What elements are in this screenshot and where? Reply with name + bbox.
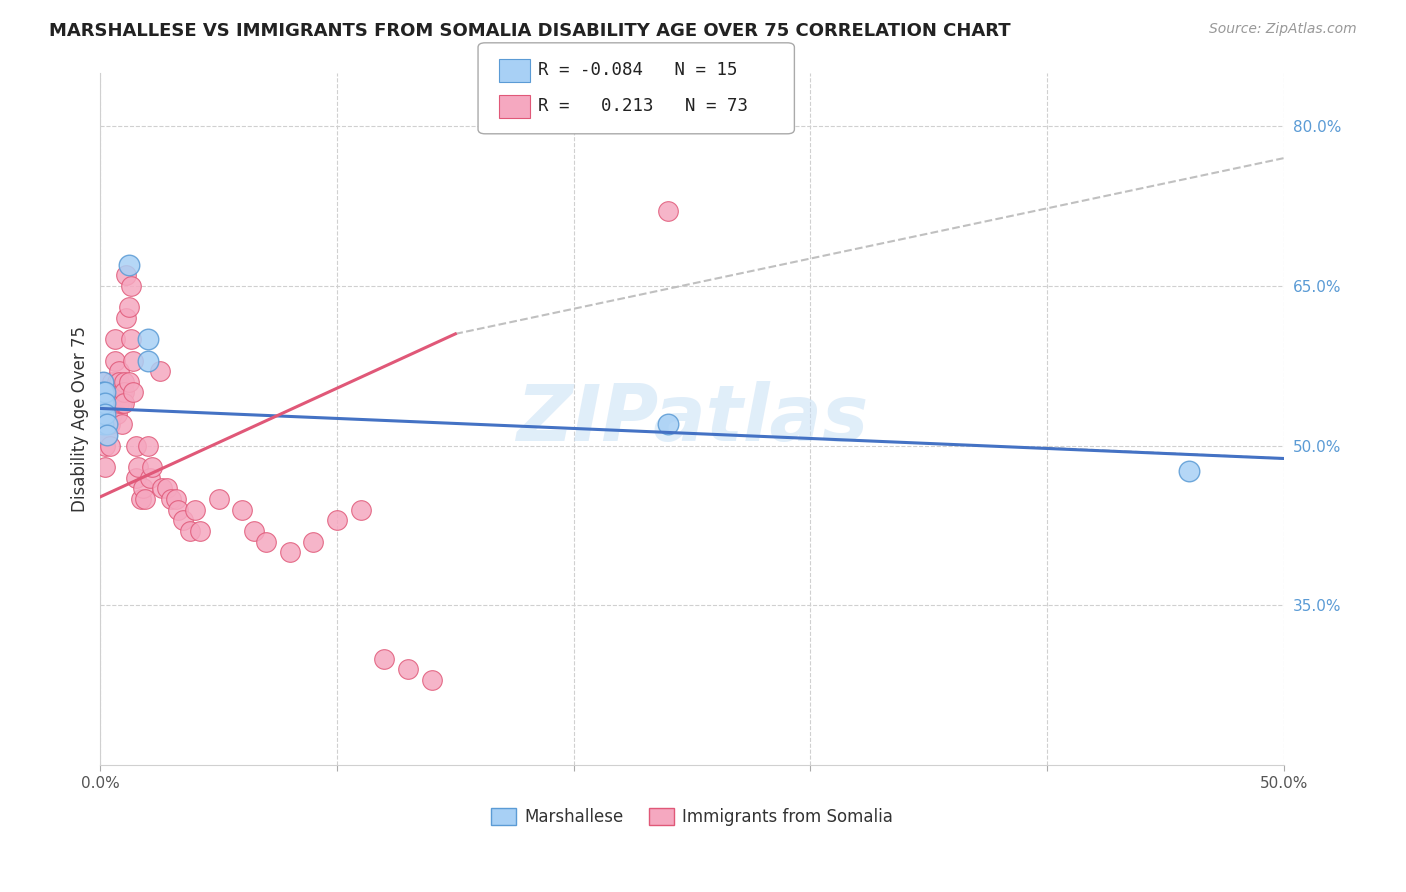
Point [125, 439, 148, 453]
Point [105, 385, 128, 400]
Point [94, 396, 117, 410]
Text: ZIPatlas: ZIPatlas [516, 381, 868, 457]
Point [91, 396, 114, 410]
Point [132, 481, 155, 495]
Point [98, 417, 121, 432]
Point [108, 396, 131, 410]
Point [136, 332, 159, 346]
Point [91, 407, 114, 421]
Point [148, 364, 170, 378]
Point [91, 417, 114, 432]
Point [118, 375, 141, 389]
Point [115, 268, 138, 283]
Point [94, 407, 117, 421]
Point [94, 385, 117, 400]
Point [91, 396, 114, 410]
Point [208, 491, 231, 506]
Point [120, 279, 142, 293]
Point [94, 407, 117, 421]
Point [396, 662, 419, 676]
Point [105, 407, 128, 421]
Point [112, 375, 135, 389]
Point [96, 417, 118, 432]
Point [91, 385, 114, 400]
Point [111, 385, 134, 400]
Point [165, 491, 187, 506]
Point [94, 428, 117, 442]
Point [115, 310, 138, 325]
Point [350, 502, 373, 516]
Point [96, 428, 118, 442]
Point [118, 300, 141, 314]
Point [91, 375, 114, 389]
Point [278, 545, 301, 559]
Point [111, 417, 134, 432]
Point [108, 375, 131, 389]
Point [96, 428, 118, 442]
Point [141, 460, 163, 475]
Point [112, 396, 135, 410]
Point [373, 651, 395, 665]
Point [1178, 464, 1201, 478]
Point [167, 502, 190, 516]
Point [91, 417, 114, 432]
Legend: Marshallese, Immigrants from Somalia: Marshallese, Immigrants from Somalia [485, 802, 900, 833]
Point [243, 524, 266, 538]
Text: R = -0.084   N = 15: R = -0.084 N = 15 [538, 62, 738, 79]
Point [111, 396, 134, 410]
Point [101, 385, 124, 400]
Point [156, 481, 179, 495]
Point [231, 502, 253, 516]
Point [657, 204, 679, 219]
Point [129, 491, 152, 506]
Point [160, 491, 183, 506]
Point [134, 491, 156, 506]
Point [122, 353, 145, 368]
Text: R =   0.213   N = 73: R = 0.213 N = 73 [538, 97, 748, 115]
Point [125, 470, 148, 484]
Point [172, 513, 194, 527]
Point [420, 673, 443, 687]
Point [184, 502, 207, 516]
Point [105, 375, 128, 389]
Point [136, 353, 159, 368]
Point [139, 470, 162, 484]
Point [150, 481, 173, 495]
Point [94, 439, 117, 453]
Point [254, 534, 277, 549]
Point [98, 385, 121, 400]
Point [94, 417, 117, 432]
Point [103, 332, 125, 346]
Point [127, 460, 149, 475]
Point [108, 364, 131, 378]
Point [94, 460, 117, 475]
Point [98, 439, 121, 453]
Text: Source: ZipAtlas.com: Source: ZipAtlas.com [1209, 22, 1357, 37]
Point [103, 353, 125, 368]
Point [136, 439, 159, 453]
Point [122, 385, 145, 400]
Point [98, 396, 121, 410]
Point [326, 513, 349, 527]
Point [96, 396, 118, 410]
Point [91, 375, 114, 389]
Point [188, 524, 211, 538]
Point [657, 417, 679, 432]
Text: MARSHALLESE VS IMMIGRANTS FROM SOMALIA DISABILITY AGE OVER 75 CORRELATION CHART: MARSHALLESE VS IMMIGRANTS FROM SOMALIA D… [49, 22, 1011, 40]
Point [101, 375, 124, 389]
Point [101, 407, 124, 421]
Point [302, 534, 325, 549]
Y-axis label: Disability Age Over 75: Disability Age Over 75 [72, 326, 89, 512]
Point [120, 332, 142, 346]
Point [179, 524, 201, 538]
Point [118, 258, 141, 272]
Point [112, 385, 135, 400]
Point [96, 407, 118, 421]
Point [96, 417, 118, 432]
Point [91, 385, 114, 400]
